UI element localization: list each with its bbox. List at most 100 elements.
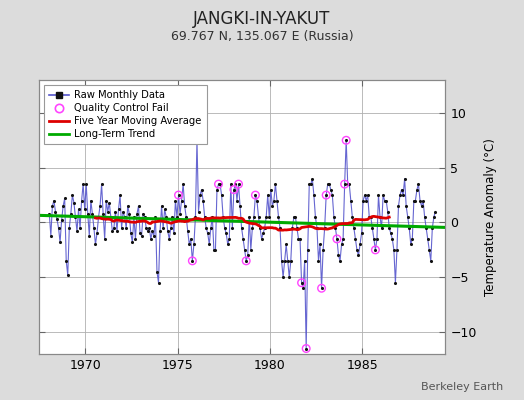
Point	[167, 225, 175, 231]
Point	[50, 197, 58, 204]
Point	[311, 214, 320, 220]
Point	[60, 195, 69, 202]
Point	[163, 228, 172, 234]
Point	[410, 197, 418, 204]
Point	[405, 225, 413, 231]
Point	[303, 247, 312, 253]
Point	[413, 186, 421, 193]
Point	[341, 181, 349, 187]
Point	[201, 214, 209, 220]
Point	[364, 192, 372, 198]
Point	[150, 232, 158, 239]
Point	[193, 137, 201, 144]
Point	[322, 192, 330, 198]
Point	[285, 274, 293, 280]
Point	[119, 208, 127, 215]
Point	[62, 258, 70, 264]
Point	[330, 214, 338, 220]
Point	[384, 208, 392, 215]
Point	[214, 181, 223, 187]
Point	[221, 225, 229, 231]
Point	[147, 236, 155, 242]
Point	[145, 225, 154, 231]
Point	[139, 210, 147, 217]
Point	[225, 236, 234, 242]
Point	[391, 280, 400, 286]
Point	[353, 247, 361, 253]
Point	[293, 225, 301, 231]
Point	[318, 285, 326, 292]
Point	[333, 236, 341, 242]
Point	[307, 181, 315, 187]
Point	[171, 197, 180, 204]
Point	[411, 197, 420, 204]
Point	[271, 181, 280, 187]
Point	[53, 216, 61, 222]
Point	[305, 181, 313, 187]
Point	[230, 186, 238, 193]
Point	[71, 214, 80, 220]
Point	[121, 214, 129, 220]
Point	[67, 210, 75, 217]
Point	[99, 210, 107, 217]
Point	[402, 203, 410, 209]
Point	[113, 228, 121, 234]
Point	[254, 214, 263, 220]
Point	[325, 181, 333, 187]
Point	[376, 214, 384, 220]
Point	[134, 203, 143, 209]
Point	[63, 272, 72, 278]
Point	[430, 214, 438, 220]
Point	[188, 258, 196, 264]
Point	[222, 230, 231, 237]
Point	[219, 214, 227, 220]
Point	[237, 225, 246, 231]
Point	[151, 214, 160, 220]
Point	[362, 197, 370, 204]
Point	[159, 225, 167, 231]
Point	[346, 197, 355, 204]
Point	[302, 345, 310, 352]
Point	[337, 241, 346, 248]
Point	[191, 214, 200, 220]
Point	[245, 214, 254, 220]
Point	[341, 181, 349, 187]
Point	[156, 228, 164, 234]
Point	[65, 225, 73, 231]
Point	[387, 230, 395, 237]
Point	[165, 236, 173, 242]
Point	[226, 181, 235, 187]
Point	[425, 247, 433, 253]
Point	[298, 280, 306, 286]
Point	[105, 200, 114, 206]
Point	[185, 241, 193, 248]
Point	[251, 192, 259, 198]
Point	[86, 197, 95, 204]
Point	[294, 236, 303, 242]
Point	[231, 181, 239, 187]
Point	[356, 241, 364, 248]
Point	[416, 197, 424, 204]
Point	[58, 217, 66, 224]
Point	[298, 280, 306, 286]
Point	[128, 239, 137, 246]
Point	[82, 181, 91, 187]
Point	[54, 225, 63, 231]
Point	[427, 258, 435, 264]
Point	[247, 247, 255, 253]
Point	[321, 225, 329, 231]
Point	[88, 210, 96, 217]
Point	[248, 225, 257, 231]
Point	[380, 197, 389, 204]
Point	[279, 274, 287, 280]
Point	[180, 203, 189, 209]
Point	[344, 181, 352, 187]
Point	[334, 252, 343, 258]
Point	[228, 225, 236, 231]
Point	[214, 181, 223, 187]
Point	[97, 181, 106, 187]
Point	[74, 206, 83, 212]
Point	[259, 230, 267, 237]
Point	[210, 247, 218, 253]
Point	[102, 197, 111, 204]
